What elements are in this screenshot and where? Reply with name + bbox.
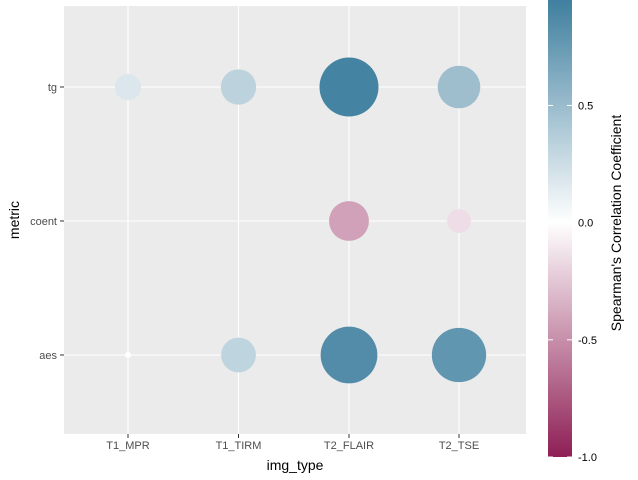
legend-tick-label: -0.5: [578, 335, 597, 347]
bubble-aes-t2_tse: [431, 327, 487, 383]
bubble-tg-t1_tirm: [220, 69, 257, 105]
colorbar-ticks: 0.5 0.0 -0.5 -1.0: [548, 100, 597, 464]
bubble-coent-t2_flair: [329, 201, 369, 241]
x-tick-label: T2_TSE: [439, 440, 479, 452]
colorbar: [548, 0, 572, 457]
legend-tick-label: 0.0: [578, 218, 593, 230]
legend-tick-label: -1.0: [578, 452, 597, 464]
x-axis-ticks: T1_MPR T1_TIRM T2_FLAIR T2_TSE: [106, 434, 479, 452]
y-tick-label: aes: [39, 350, 57, 362]
x-axis-title: img_type: [267, 457, 324, 473]
bubble-aes-t1_tirm: [221, 337, 256, 373]
legend-title: Spearman's Correlation Coefficient: [608, 115, 624, 332]
bubble-tg-t2_flair: [319, 57, 379, 117]
y-axis-title: metric: [6, 201, 22, 239]
y-tick-label: coent: [30, 216, 57, 228]
bubbles: [114, 57, 487, 384]
bubble-coent-t2_tse: [447, 209, 471, 233]
bubble-tg-t1_mpr: [114, 73, 142, 101]
bubble-aes-t1_mpr: [124, 351, 132, 359]
color-legend: 0.5 0.0 -0.5 -1.0 Spearman's Correlation Co…: [548, 0, 624, 464]
bubble-aes-t2_flair: [320, 326, 378, 384]
legend-tick-label: 0.5: [578, 100, 593, 112]
x-tick-label: T1_MPR: [106, 440, 149, 452]
x-tick-label: T1_TIRM: [216, 440, 262, 452]
x-tick-label: T2_FLAIR: [324, 440, 374, 452]
bubble-tg-t2_tse: [437, 65, 481, 109]
y-tick-label: tg: [48, 82, 57, 94]
y-axis-ticks: aes coent tg: [30, 82, 64, 362]
